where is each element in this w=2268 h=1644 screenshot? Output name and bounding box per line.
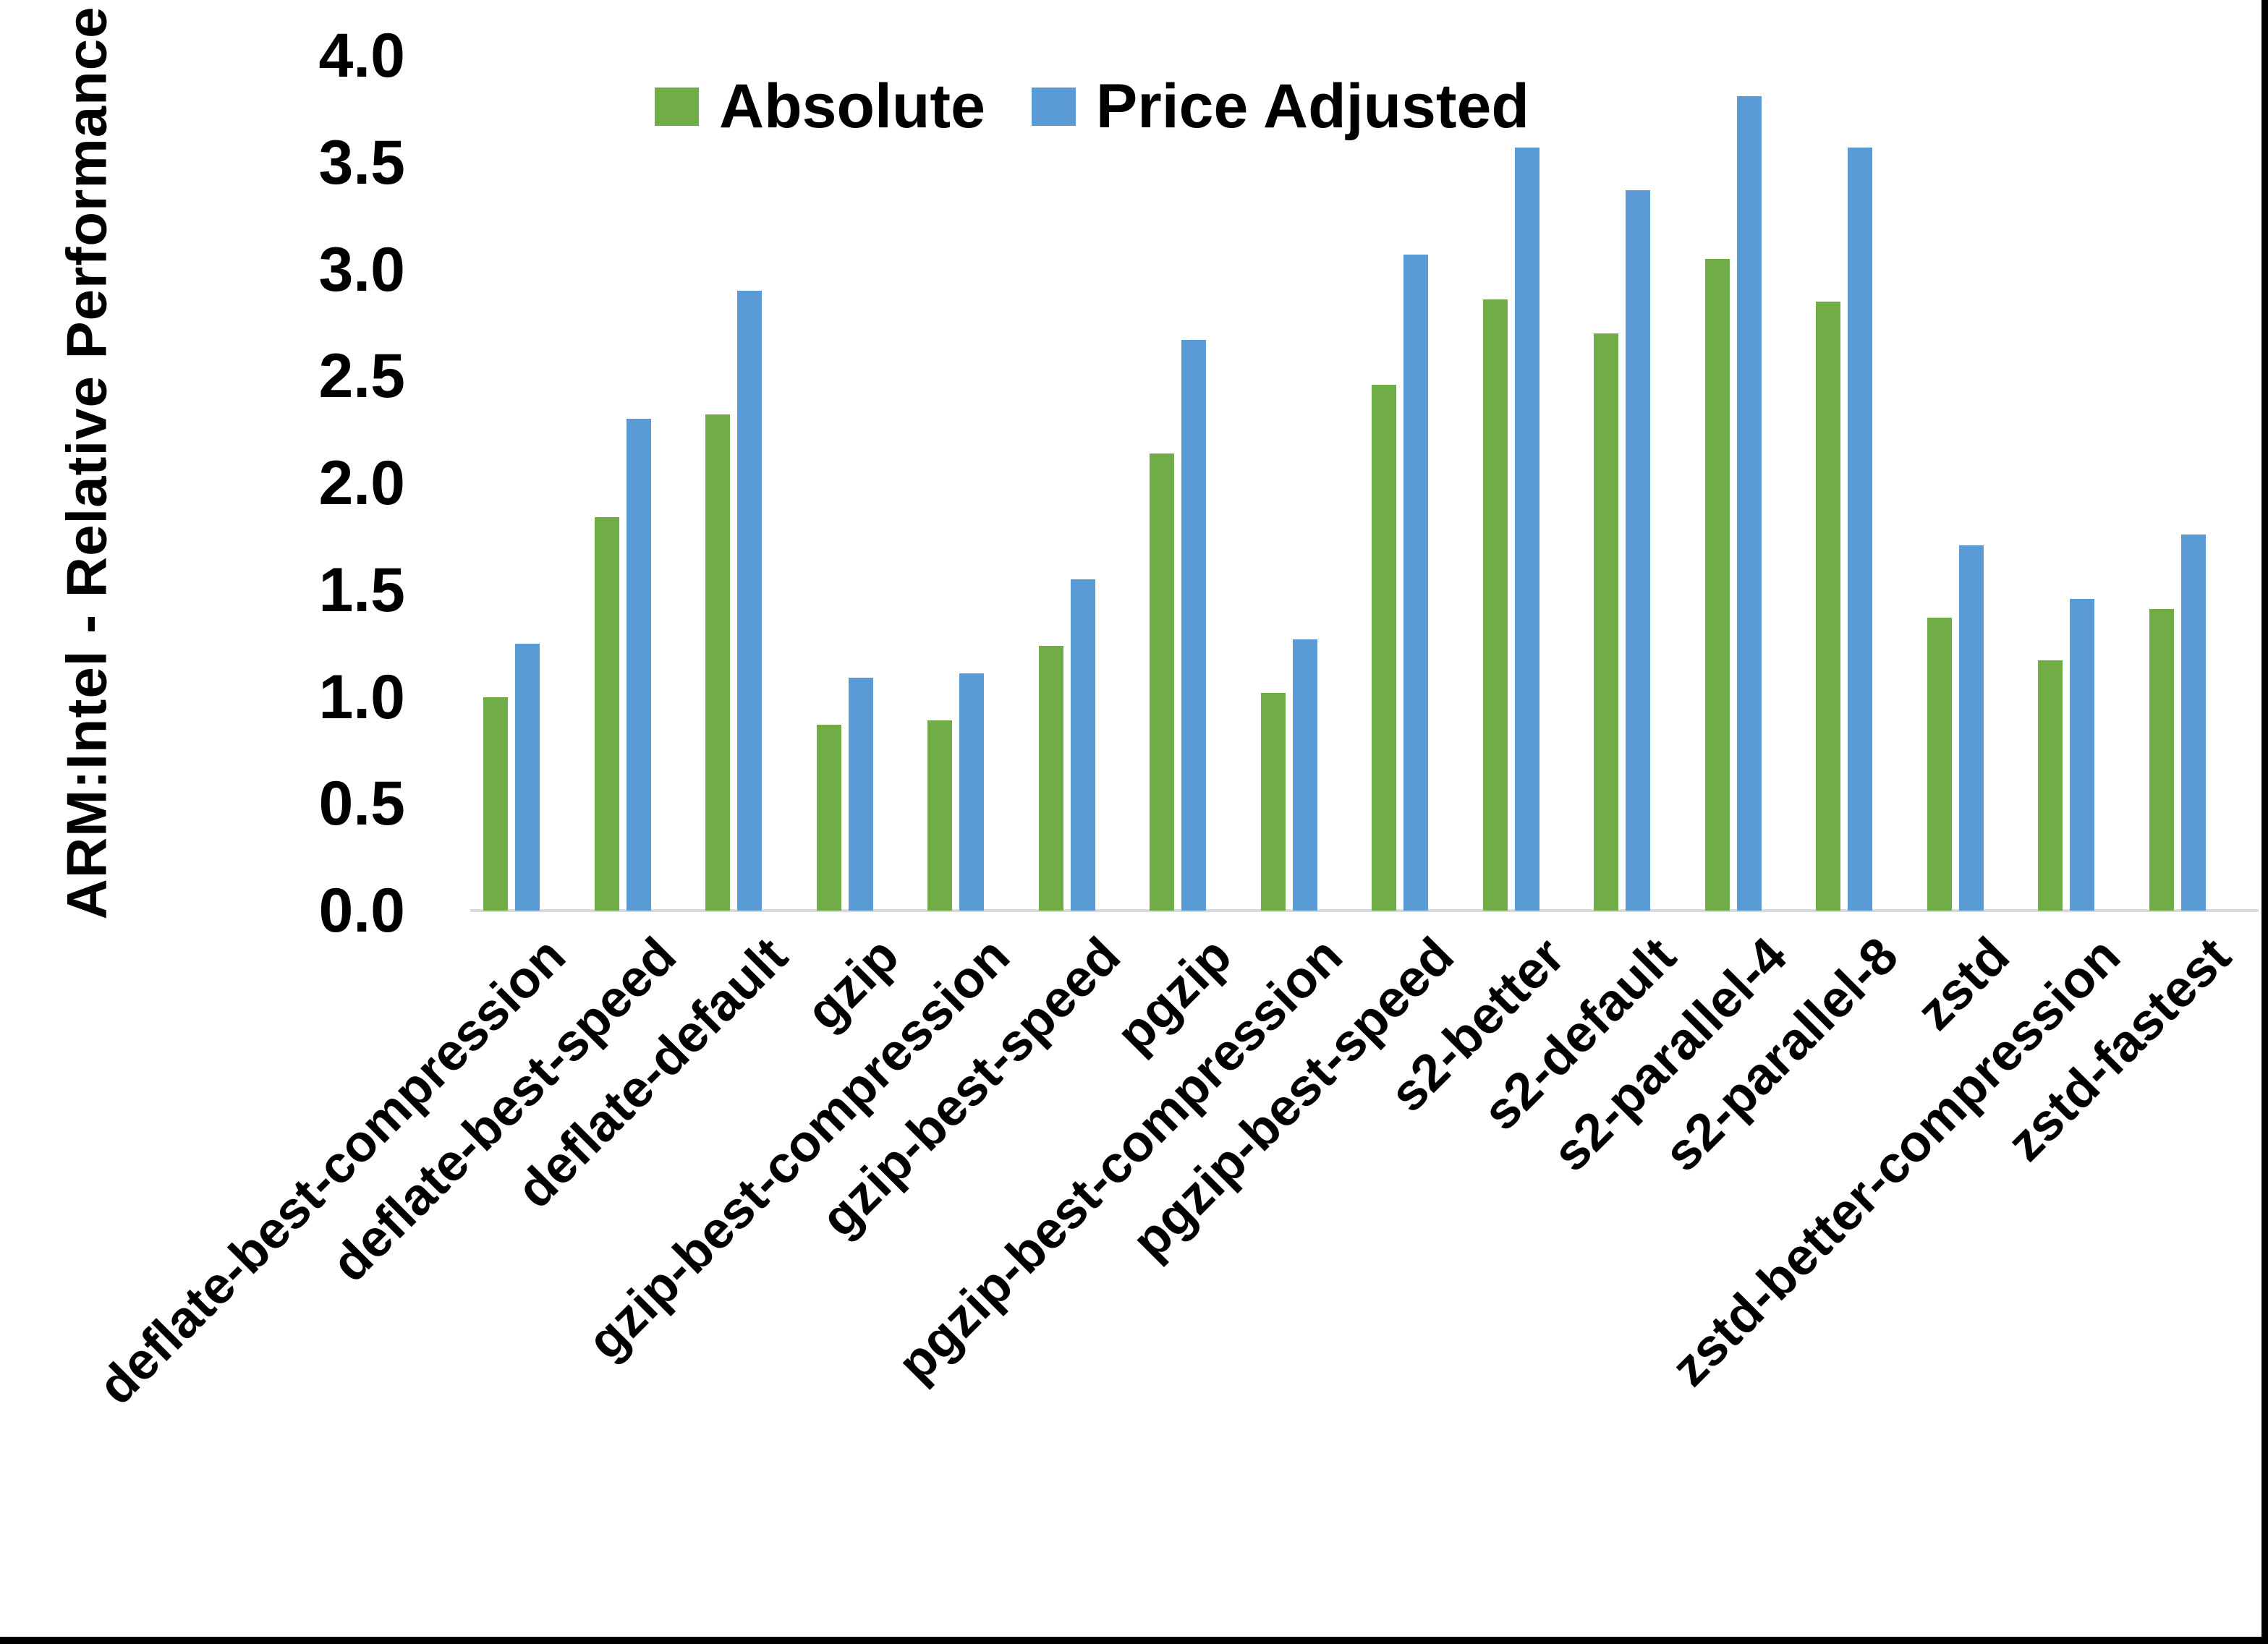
y-tick-label: 1.5	[318, 555, 405, 625]
bar-price-adjusted-pgzip	[1181, 340, 1206, 911]
bar-absolute-s2-default	[1594, 333, 1618, 911]
bar-price-adjusted-gzip	[848, 677, 873, 911]
legend: Absolute Price Adjusted	[655, 75, 1529, 137]
bar-price-adjusted-deflate-best-compression	[515, 643, 540, 911]
bar-absolute-gzip-best-speed	[1038, 645, 1063, 911]
bar-price-adjusted-gzip-best-speed	[1070, 579, 1095, 911]
y-tick-label: 2.5	[318, 341, 405, 412]
bar-absolute-zstd	[1927, 618, 1952, 911]
y-tick-label: 1.0	[318, 662, 405, 732]
bar-price-adjusted-zstd-fastest	[2180, 534, 2206, 911]
y-tick-label: 3.5	[318, 127, 405, 197]
bar-absolute-s2-parallel-4	[1704, 258, 1730, 911]
bar-absolute-s2-better	[1482, 299, 1508, 911]
bar-absolute-deflate-best-compression	[483, 697, 508, 911]
bar-price-adjusted-zstd-better-compression	[2070, 598, 2094, 911]
bar-absolute-pgzip	[1150, 453, 1174, 911]
bar-price-adjusted-gzip-best-compression	[959, 673, 984, 911]
bar-price-adjusted-zstd	[1958, 545, 1984, 911]
legend-item-absolute: Absolute	[655, 75, 985, 137]
x-category-label: deflate-best-compression	[87, 927, 577, 1416]
y-axis-title: ARM:Intel - Relative Performance	[54, 6, 119, 920]
bar-price-adjusted-deflate-default	[737, 291, 762, 911]
bar-price-adjusted-s2-parallel-4	[1736, 96, 1762, 911]
y-tick-label: 3.0	[318, 234, 405, 304]
bar-price-adjusted-pgzip-best-compression	[1292, 639, 1317, 911]
legend-item-price-adjusted: Price Adjusted	[1031, 72, 1529, 141]
legend-label: Absolute	[719, 72, 985, 141]
bar-price-adjusted-s2-parallel-8	[1848, 148, 1872, 911]
bar-absolute-zstd-better-compression	[2038, 660, 2063, 911]
bar-absolute-gzip	[816, 724, 841, 911]
bar-absolute-deflate-best-speed	[594, 517, 619, 911]
bar-absolute-gzip-best-compression	[927, 720, 952, 911]
bar-price-adjusted-s2-default	[1626, 190, 1650, 911]
y-tick-label: 0.0	[318, 876, 405, 945]
legend-swatch-icon	[1031, 87, 1076, 126]
bar-absolute-pgzip-best-speed	[1372, 385, 1396, 911]
bar-absolute-deflate-default	[705, 414, 730, 911]
y-tick-label: 2.0	[318, 448, 405, 518]
bar-absolute-zstd-fastest	[2149, 609, 2174, 911]
bar-price-adjusted-pgzip-best-speed	[1403, 254, 1428, 911]
bar-price-adjusted-deflate-best-speed	[626, 419, 651, 911]
bar-absolute-pgzip-best-compression	[1260, 692, 1286, 911]
y-tick-label: 4.0	[318, 21, 405, 90]
x-axis-line	[470, 909, 2259, 912]
legend-label: Price Adjusted	[1095, 72, 1529, 141]
legend-swatch-icon	[655, 87, 699, 126]
bar-absolute-s2-parallel-8	[1816, 301, 1840, 911]
bar-price-adjusted-s2-better	[1514, 148, 1539, 911]
y-tick-label: 0.5	[318, 769, 405, 839]
